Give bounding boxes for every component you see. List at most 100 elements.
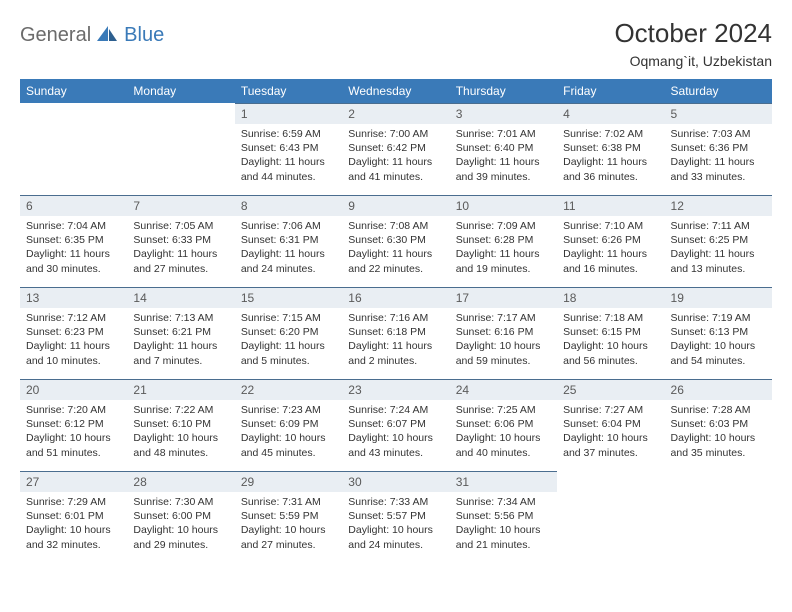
sunrise-line: Sunrise: 7:15 AM bbox=[241, 311, 336, 325]
calendar-cell bbox=[20, 103, 127, 195]
brand-part1: General bbox=[20, 24, 91, 47]
day-number: 16 bbox=[342, 287, 449, 308]
sunrise-line: Sunrise: 7:06 AM bbox=[241, 219, 336, 233]
sunset-line: Sunset: 6:33 PM bbox=[133, 233, 228, 247]
weekday-header-row: SundayMondayTuesdayWednesdayThursdayFrid… bbox=[20, 79, 772, 103]
daylight-line: Daylight: 11 hours and 5 minutes. bbox=[241, 339, 336, 367]
calendar-cell: 14Sunrise: 7:13 AMSunset: 6:21 PMDayligh… bbox=[127, 287, 234, 379]
daylight-line: Daylight: 10 hours and 59 minutes. bbox=[456, 339, 551, 367]
day-body: Sunrise: 7:19 AMSunset: 6:13 PMDaylight:… bbox=[665, 308, 772, 372]
sunrise-line: Sunrise: 7:24 AM bbox=[348, 403, 443, 417]
day-number: 26 bbox=[665, 379, 772, 400]
calendar-cell: 18Sunrise: 7:18 AMSunset: 6:15 PMDayligh… bbox=[557, 287, 664, 379]
daylight-line: Daylight: 11 hours and 33 minutes. bbox=[671, 155, 766, 183]
day-number: 1 bbox=[235, 103, 342, 124]
day-number: 21 bbox=[127, 379, 234, 400]
daylight-line: Daylight: 11 hours and 39 minutes. bbox=[456, 155, 551, 183]
day-body: Sunrise: 7:00 AMSunset: 6:42 PMDaylight:… bbox=[342, 124, 449, 188]
sunrise-line: Sunrise: 7:19 AM bbox=[671, 311, 766, 325]
sunrise-line: Sunrise: 7:02 AM bbox=[563, 127, 658, 141]
calendar-cell bbox=[557, 471, 664, 563]
daylight-line: Daylight: 10 hours and 45 minutes. bbox=[241, 431, 336, 459]
sunset-line: Sunset: 6:20 PM bbox=[241, 325, 336, 339]
day-number: 28 bbox=[127, 471, 234, 492]
day-number: 9 bbox=[342, 195, 449, 216]
sunrise-line: Sunrise: 7:23 AM bbox=[241, 403, 336, 417]
day-number: 5 bbox=[665, 103, 772, 124]
daylight-line: Daylight: 10 hours and 40 minutes. bbox=[456, 431, 551, 459]
calendar-cell: 22Sunrise: 7:23 AMSunset: 6:09 PMDayligh… bbox=[235, 379, 342, 471]
sunset-line: Sunset: 6:06 PM bbox=[456, 417, 551, 431]
sunrise-line: Sunrise: 7:13 AM bbox=[133, 311, 228, 325]
sunrise-line: Sunrise: 7:01 AM bbox=[456, 127, 551, 141]
sunset-line: Sunset: 6:12 PM bbox=[26, 417, 121, 431]
day-body: Sunrise: 7:29 AMSunset: 6:01 PMDaylight:… bbox=[20, 492, 127, 556]
sunset-line: Sunset: 6:04 PM bbox=[563, 417, 658, 431]
sunrise-line: Sunrise: 6:59 AM bbox=[241, 127, 336, 141]
day-number: 12 bbox=[665, 195, 772, 216]
calendar-table: SundayMondayTuesdayWednesdayThursdayFrid… bbox=[20, 79, 772, 563]
day-number: 15 bbox=[235, 287, 342, 308]
day-number: 25 bbox=[557, 379, 664, 400]
calendar-cell: 15Sunrise: 7:15 AMSunset: 6:20 PMDayligh… bbox=[235, 287, 342, 379]
day-body: Sunrise: 7:27 AMSunset: 6:04 PMDaylight:… bbox=[557, 400, 664, 464]
calendar-cell: 10Sunrise: 7:09 AMSunset: 6:28 PMDayligh… bbox=[450, 195, 557, 287]
sunset-line: Sunset: 6:09 PM bbox=[241, 417, 336, 431]
day-body: Sunrise: 7:01 AMSunset: 6:40 PMDaylight:… bbox=[450, 124, 557, 188]
sunset-line: Sunset: 6:18 PM bbox=[348, 325, 443, 339]
day-body: Sunrise: 7:05 AMSunset: 6:33 PMDaylight:… bbox=[127, 216, 234, 280]
sunset-line: Sunset: 6:07 PM bbox=[348, 417, 443, 431]
daylight-line: Daylight: 11 hours and 19 minutes. bbox=[456, 247, 551, 275]
sunrise-line: Sunrise: 7:33 AM bbox=[348, 495, 443, 509]
sunset-line: Sunset: 6:13 PM bbox=[671, 325, 766, 339]
sunrise-line: Sunrise: 7:31 AM bbox=[241, 495, 336, 509]
day-body: Sunrise: 7:31 AMSunset: 5:59 PMDaylight:… bbox=[235, 492, 342, 556]
calendar-cell: 17Sunrise: 7:17 AMSunset: 6:16 PMDayligh… bbox=[450, 287, 557, 379]
daylight-line: Daylight: 11 hours and 44 minutes. bbox=[241, 155, 336, 183]
day-body: Sunrise: 7:15 AMSunset: 6:20 PMDaylight:… bbox=[235, 308, 342, 372]
calendar-cell: 1Sunrise: 6:59 AMSunset: 6:43 PMDaylight… bbox=[235, 103, 342, 195]
calendar-cell: 7Sunrise: 7:05 AMSunset: 6:33 PMDaylight… bbox=[127, 195, 234, 287]
day-number: 7 bbox=[127, 195, 234, 216]
day-body: Sunrise: 7:09 AMSunset: 6:28 PMDaylight:… bbox=[450, 216, 557, 280]
sunrise-line: Sunrise: 7:34 AM bbox=[456, 495, 551, 509]
day-body: Sunrise: 7:33 AMSunset: 5:57 PMDaylight:… bbox=[342, 492, 449, 556]
sail-icon bbox=[96, 25, 118, 46]
daylight-line: Daylight: 11 hours and 10 minutes. bbox=[26, 339, 121, 367]
day-body: Sunrise: 7:06 AMSunset: 6:31 PMDaylight:… bbox=[235, 216, 342, 280]
sunset-line: Sunset: 6:16 PM bbox=[456, 325, 551, 339]
day-number: 18 bbox=[557, 287, 664, 308]
day-body: Sunrise: 7:22 AMSunset: 6:10 PMDaylight:… bbox=[127, 400, 234, 464]
header: General Blue October 2024 Oqmang`it, Uzb… bbox=[20, 18, 772, 69]
calendar-row: 1Sunrise: 6:59 AMSunset: 6:43 PMDaylight… bbox=[20, 103, 772, 195]
calendar-cell: 24Sunrise: 7:25 AMSunset: 6:06 PMDayligh… bbox=[450, 379, 557, 471]
sunset-line: Sunset: 6:00 PM bbox=[133, 509, 228, 523]
sunset-line: Sunset: 6:30 PM bbox=[348, 233, 443, 247]
weekday-header: Saturday bbox=[665, 79, 772, 103]
day-number: 27 bbox=[20, 471, 127, 492]
day-body: Sunrise: 7:10 AMSunset: 6:26 PMDaylight:… bbox=[557, 216, 664, 280]
daylight-line: Daylight: 11 hours and 2 minutes. bbox=[348, 339, 443, 367]
daylight-line: Daylight: 11 hours and 36 minutes. bbox=[563, 155, 658, 183]
sunset-line: Sunset: 6:23 PM bbox=[26, 325, 121, 339]
day-body: Sunrise: 7:20 AMSunset: 6:12 PMDaylight:… bbox=[20, 400, 127, 464]
sunrise-line: Sunrise: 7:29 AM bbox=[26, 495, 121, 509]
sunrise-line: Sunrise: 7:16 AM bbox=[348, 311, 443, 325]
weekday-header: Tuesday bbox=[235, 79, 342, 103]
day-number: 14 bbox=[127, 287, 234, 308]
day-body: Sunrise: 7:04 AMSunset: 6:35 PMDaylight:… bbox=[20, 216, 127, 280]
day-body: Sunrise: 7:24 AMSunset: 6:07 PMDaylight:… bbox=[342, 400, 449, 464]
month-title: October 2024 bbox=[614, 18, 772, 49]
day-body: Sunrise: 6:59 AMSunset: 6:43 PMDaylight:… bbox=[235, 124, 342, 188]
day-number: 20 bbox=[20, 379, 127, 400]
day-number: 13 bbox=[20, 287, 127, 308]
sunrise-line: Sunrise: 7:10 AM bbox=[563, 219, 658, 233]
day-body: Sunrise: 7:03 AMSunset: 6:36 PMDaylight:… bbox=[665, 124, 772, 188]
calendar-cell: 30Sunrise: 7:33 AMSunset: 5:57 PMDayligh… bbox=[342, 471, 449, 563]
day-number: 8 bbox=[235, 195, 342, 216]
sunset-line: Sunset: 6:43 PM bbox=[241, 141, 336, 155]
calendar-cell: 12Sunrise: 7:11 AMSunset: 6:25 PMDayligh… bbox=[665, 195, 772, 287]
sunset-line: Sunset: 6:35 PM bbox=[26, 233, 121, 247]
sunset-line: Sunset: 6:26 PM bbox=[563, 233, 658, 247]
sunset-line: Sunset: 6:38 PM bbox=[563, 141, 658, 155]
